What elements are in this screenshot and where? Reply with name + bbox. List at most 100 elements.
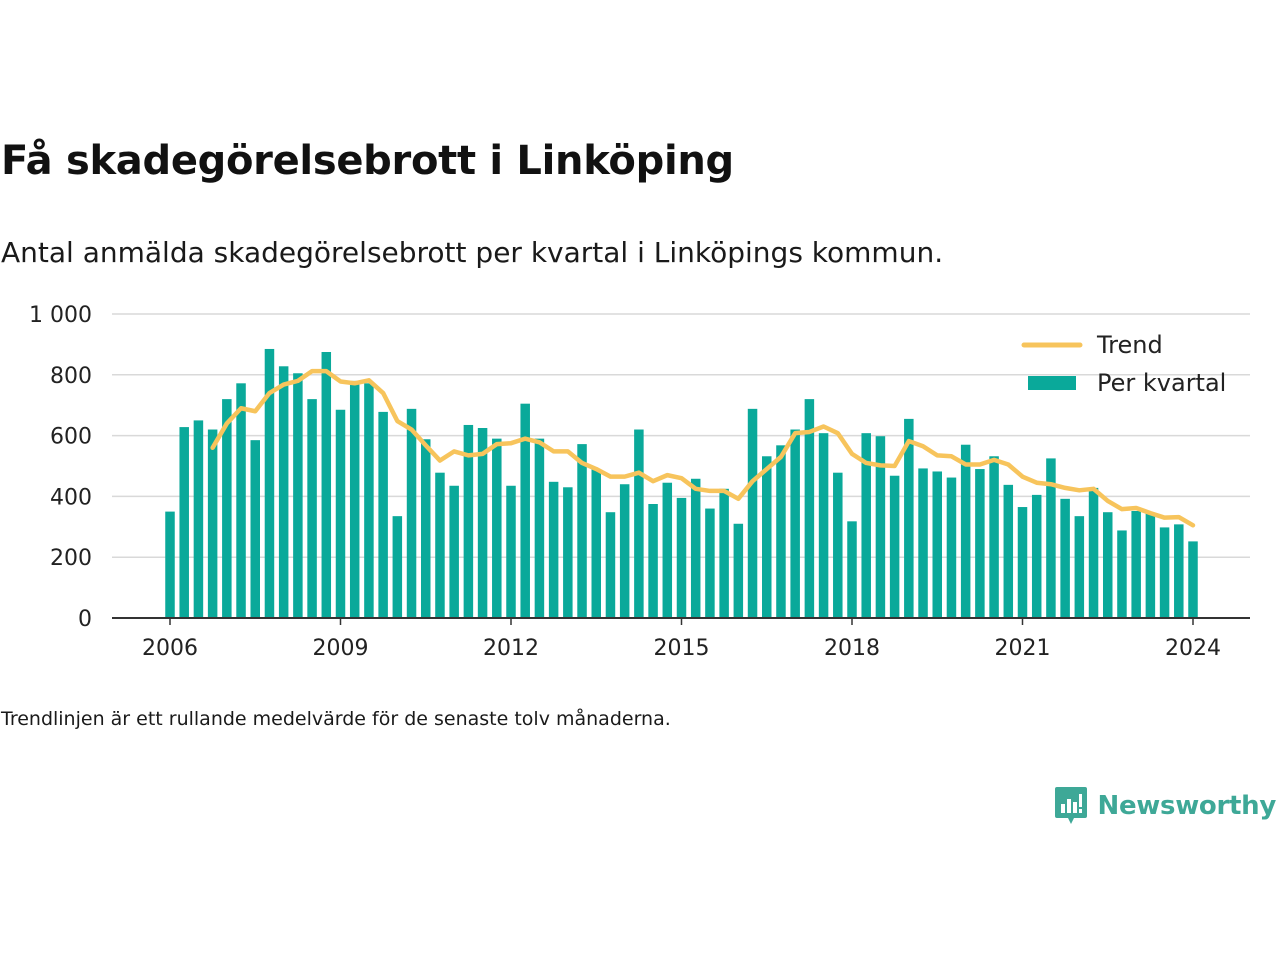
bar (690, 478, 701, 618)
bar (847, 521, 857, 618)
bar (1074, 516, 1085, 618)
bar (634, 429, 644, 618)
bar (321, 352, 332, 618)
brand-logo: Newsworthy (1054, 786, 1276, 826)
y-tick-label: 1 000 (29, 303, 92, 328)
bar (918, 468, 928, 618)
bar (392, 516, 403, 618)
bar (520, 403, 530, 618)
y-tick-label: 200 (50, 546, 92, 571)
bar (477, 428, 488, 618)
bar (818, 433, 829, 618)
bar (577, 444, 587, 618)
legend-bars-label: Per kvartal (1097, 369, 1226, 397)
bar (563, 487, 573, 618)
bar (165, 511, 175, 618)
x-tick-label: 2018 (824, 636, 880, 661)
bar (946, 477, 957, 618)
y-tick-label: 400 (50, 485, 92, 510)
bar-series (165, 348, 1198, 618)
bar (548, 481, 559, 618)
bar (975, 469, 985, 618)
x-tick-label: 2021 (995, 636, 1051, 661)
bar (1060, 498, 1070, 618)
bar (222, 399, 232, 618)
bar (833, 472, 843, 618)
x-tick-label: 2006 (142, 636, 198, 661)
bar (179, 427, 189, 618)
bar (904, 418, 914, 618)
bar (1188, 541, 1198, 618)
trend-line (210, 368, 1196, 528)
bar (264, 348, 275, 618)
bar (406, 408, 417, 618)
bar (776, 445, 786, 618)
bar (989, 456, 999, 618)
bar (449, 485, 459, 618)
bar (378, 411, 388, 618)
bar (648, 504, 658, 618)
bar (804, 399, 815, 618)
axes: 0 200 400 600 800 1 000 2006 2009 2012 2015 2018 20… (29, 303, 1250, 661)
chart-plot: 0 200 400 600 800 1 000 2006 2009 2012 2015 2018 20… (29, 303, 1250, 661)
legend: Trend Per kvartal (1021, 331, 1226, 397)
bar (790, 429, 800, 618)
bar (705, 508, 715, 618)
bar (207, 429, 218, 618)
x-tick-label: 2012 (483, 636, 539, 661)
bar (605, 512, 616, 618)
bar (1145, 513, 1156, 618)
newsworthy-logo-icon (1054, 787, 1087, 824)
bar (421, 439, 431, 618)
chart-title: Få skadegörelsebrott i Linköping (1, 138, 734, 184)
bar (1088, 487, 1099, 618)
bar (591, 469, 601, 618)
bar (662, 482, 673, 618)
x-tick-label: 2015 (654, 636, 710, 661)
bar (492, 438, 502, 618)
bar (236, 383, 246, 618)
bar (733, 523, 744, 618)
bar (1017, 507, 1028, 618)
bar (619, 484, 630, 618)
bar (932, 471, 942, 618)
x-tick-label: 2024 (1165, 636, 1221, 661)
bar (250, 440, 260, 618)
bar (1131, 510, 1141, 618)
chart-subtitle: Antal anmälda skadegörelsebrott per kvar… (1, 236, 944, 269)
bar (1159, 527, 1170, 618)
bar (875, 436, 886, 618)
bar (278, 366, 289, 618)
legend-trend-label: Trend (1096, 331, 1163, 359)
bar (1003, 484, 1014, 618)
bar (364, 383, 374, 618)
bar (1046, 458, 1056, 618)
bar (861, 433, 871, 618)
bar (1174, 524, 1184, 618)
bar (307, 399, 317, 618)
bar (1031, 494, 1042, 618)
y-tick-label: 600 (50, 425, 92, 450)
legend-bars-swatch (1028, 376, 1076, 390)
bar (506, 485, 516, 618)
bar (293, 373, 303, 618)
brand-name: Newsworthy (1097, 791, 1277, 821)
bar (534, 438, 545, 618)
bar (676, 497, 687, 618)
bar (463, 424, 474, 618)
x-tick-label: 2009 (313, 636, 369, 661)
bar (349, 380, 360, 618)
bar (960, 444, 971, 618)
bar (762, 456, 772, 618)
y-tick-label: 800 (50, 364, 92, 389)
bar (1117, 530, 1127, 618)
bar (747, 408, 758, 618)
chart-note: Trendlinjen är ett rullande medelvärde f… (1, 708, 671, 730)
bar (1103, 512, 1113, 618)
bar (719, 488, 729, 618)
bar (435, 472, 445, 618)
bar (335, 409, 346, 618)
bar (889, 475, 900, 618)
y-tick-label: 0 (78, 607, 92, 632)
trend-series (210, 368, 1196, 528)
